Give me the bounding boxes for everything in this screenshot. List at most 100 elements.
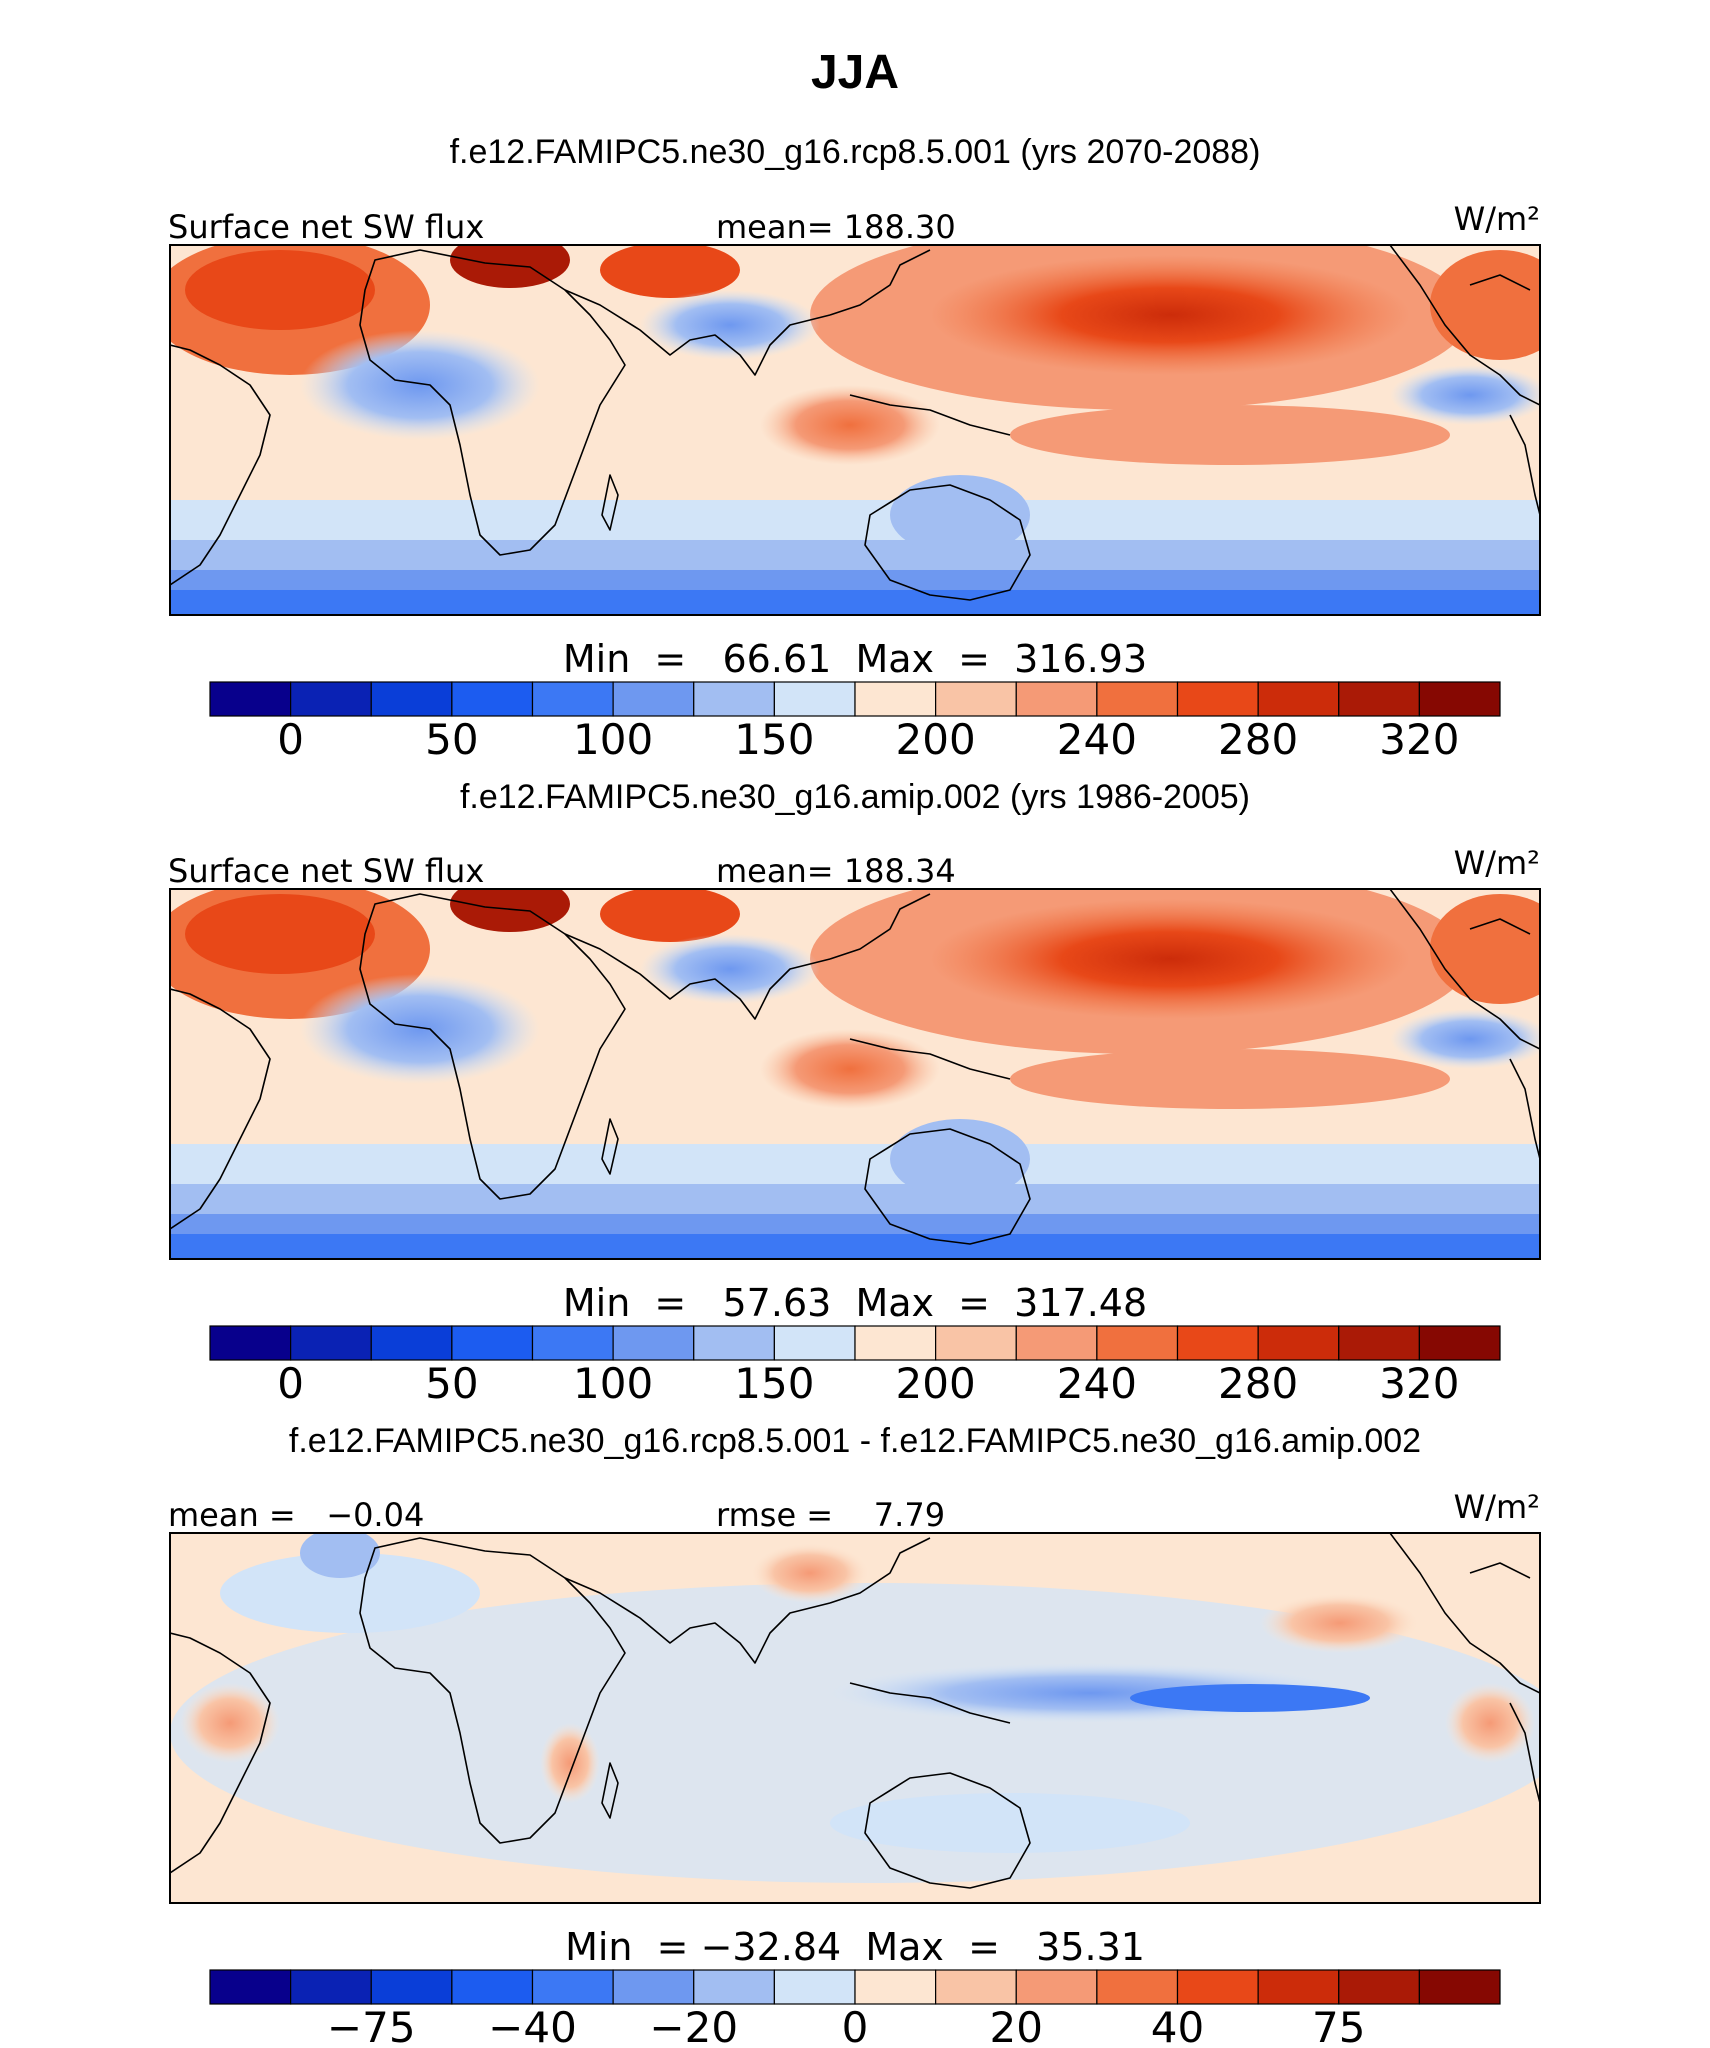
panel-1: f.e12.FAMIPC5.ne30_g16.rcp8.5.001 (yrs 2…	[168, 133, 1541, 764]
panel-3-colorbar-ticks: −75 −40 −20 0 20 40 75	[327, 2003, 1366, 2048]
panel-1-colorbar-ticks: 0 50 100 150 200 240 280 320	[277, 715, 1459, 764]
colorbar-box	[1176, 1325, 1259, 1361]
colorbar-tick-label: 0	[842, 2003, 869, 2048]
colorbar-box	[1338, 1969, 1420, 2005]
colorbar-box	[612, 681, 695, 717]
colorbar-box	[209, 681, 292, 717]
colorbar-box	[1418, 1325, 1501, 1361]
colorbar-box	[1096, 681, 1179, 717]
colorbar-tick-label: −75	[327, 2003, 416, 2048]
colorbar-box	[1257, 1969, 1340, 2005]
colorbar-box	[854, 681, 937, 717]
panel-3-colorbar	[209, 1969, 1501, 2005]
colorbar-box	[1257, 681, 1340, 717]
colorbar-box	[370, 1325, 453, 1361]
panel-3-rmse-label: rmse = 7.79	[716, 1496, 945, 1534]
colorbar-box	[854, 1969, 937, 2005]
colorbar-box	[1338, 681, 1420, 717]
panel-3-mean-label: mean = −0.04	[168, 1496, 424, 1534]
panel-2-map	[169, 888, 1541, 1260]
panel-3-case-title: f.e12.FAMIPC5.ne30_g16.rcp8.5.001 - f.e1…	[289, 1422, 1421, 1460]
colorbar-box	[773, 1325, 856, 1361]
panel-3-units-label: W/m²	[1454, 1488, 1540, 1526]
colorbar-box	[209, 1325, 292, 1361]
panel-1-case-title: f.e12.FAMIPC5.ne30_g16.rcp8.5.001 (yrs 2…	[450, 133, 1261, 171]
colorbar-box	[1096, 1969, 1179, 2005]
colorbar-box	[612, 1969, 695, 2005]
colorbar-tick-label: 0	[277, 715, 304, 764]
colorbar-tick-label: 40	[1151, 2003, 1204, 2048]
colorbar-box	[612, 1325, 695, 1361]
colorbar-box	[531, 1969, 614, 2005]
colorbar-box	[1257, 1325, 1340, 1361]
colorbar-tick-label: 240	[1057, 1359, 1137, 1408]
panel-2-colorbar	[209, 1325, 1501, 1361]
colorbar-box	[451, 1969, 534, 2005]
colorbar-box	[854, 1325, 937, 1361]
colorbar-box	[531, 681, 614, 717]
colorbar-box	[370, 681, 453, 717]
colorbar-tick-label: 240	[1057, 715, 1137, 764]
panel-1-map	[169, 244, 1541, 616]
page-title: JJA	[811, 46, 899, 99]
colorbar-tick-label: 200	[896, 715, 976, 764]
colorbar-tick-label: −40	[488, 2003, 577, 2048]
panel-2-variable-label: Surface net SW flux	[168, 852, 484, 890]
colorbar-tick-label: −20	[649, 2003, 738, 2048]
colorbar-tick-label: 280	[1218, 715, 1298, 764]
panel-2-minmax-label: Min = 57.63 Max = 317.48	[563, 1281, 1147, 1325]
colorbar-box	[451, 681, 534, 717]
colorbar-tick-label: 20	[990, 2003, 1043, 2048]
colorbar-box	[1015, 1969, 1098, 2005]
colorbar-box	[1015, 1325, 1098, 1361]
colorbar-tick-label: 320	[1379, 715, 1459, 764]
colorbar-box	[290, 1325, 372, 1361]
colorbar-tick-label: 320	[1379, 1359, 1459, 1408]
panel-1-mean-label: mean= 188.30	[716, 208, 956, 246]
panel-3-map	[169, 1532, 1541, 1904]
colorbar-box	[693, 1969, 775, 2005]
panel-2-map-frame	[169, 888, 1541, 1260]
panel-2: f.e12.FAMIPC5.ne30_g16.amip.002 (yrs 198…	[168, 778, 1541, 1408]
colorbar-box	[370, 1969, 453, 2005]
colorbar-box	[290, 1969, 372, 2005]
colorbar-box	[693, 681, 775, 717]
colorbar-tick-label: 150	[734, 715, 814, 764]
panel-1-colorbar	[209, 681, 1501, 717]
panel-3: f.e12.FAMIPC5.ne30_g16.rcp8.5.001 - f.e1…	[168, 1422, 1541, 2048]
panel-3-map-frame	[169, 1532, 1541, 1904]
colorbar-box	[935, 1969, 1017, 2005]
colorbar-box	[1015, 681, 1098, 717]
colorbar-tick-label: 50	[425, 1359, 478, 1408]
panel-1-minmax-label: Min = 66.61 Max = 316.93	[563, 637, 1147, 681]
colorbar-box	[1096, 1325, 1179, 1361]
colorbar-tick-label: 280	[1218, 1359, 1298, 1408]
colorbar-box	[1176, 681, 1259, 717]
colorbar-box	[1176, 1969, 1259, 2005]
panel-2-colorbar-ticks: 0 50 100 150 200 240 280 320	[277, 1359, 1459, 1408]
panel-1-units-label: W/m²	[1454, 200, 1540, 238]
colorbar-box	[935, 1325, 1017, 1361]
colorbar-box	[693, 1325, 775, 1361]
panel-2-mean-label: mean= 188.34	[716, 852, 956, 890]
colorbar-box	[935, 681, 1017, 717]
colorbar-tick-label: 50	[425, 715, 478, 764]
colorbar-box	[290, 681, 372, 717]
colorbar-tick-label: 100	[573, 715, 653, 764]
colorbar-tick-label: 150	[734, 1359, 814, 1408]
panel-2-units-label: W/m²	[1454, 844, 1540, 882]
colorbar-box	[1338, 1325, 1420, 1361]
panel-3-minmax-label: Min = −32.84 Max = 35.31	[565, 1925, 1145, 1969]
colorbar-tick-label: 0	[277, 1359, 304, 1408]
panel-1-map-frame	[169, 244, 1541, 616]
colorbar-box	[1418, 681, 1501, 717]
colorbar-tick-label: 200	[896, 1359, 976, 1408]
colorbar-box	[451, 1325, 534, 1361]
colorbar-box	[1418, 1969, 1501, 2005]
colorbar-box	[209, 1969, 292, 2005]
panel-1-variable-label: Surface net SW flux	[168, 208, 484, 246]
panel-2-case-title: f.e12.FAMIPC5.ne30_g16.amip.002 (yrs 198…	[460, 778, 1250, 816]
colorbar-box	[531, 1325, 614, 1361]
colorbar-tick-label: 75	[1312, 2003, 1365, 2048]
colorbar-tick-label: 100	[573, 1359, 653, 1408]
